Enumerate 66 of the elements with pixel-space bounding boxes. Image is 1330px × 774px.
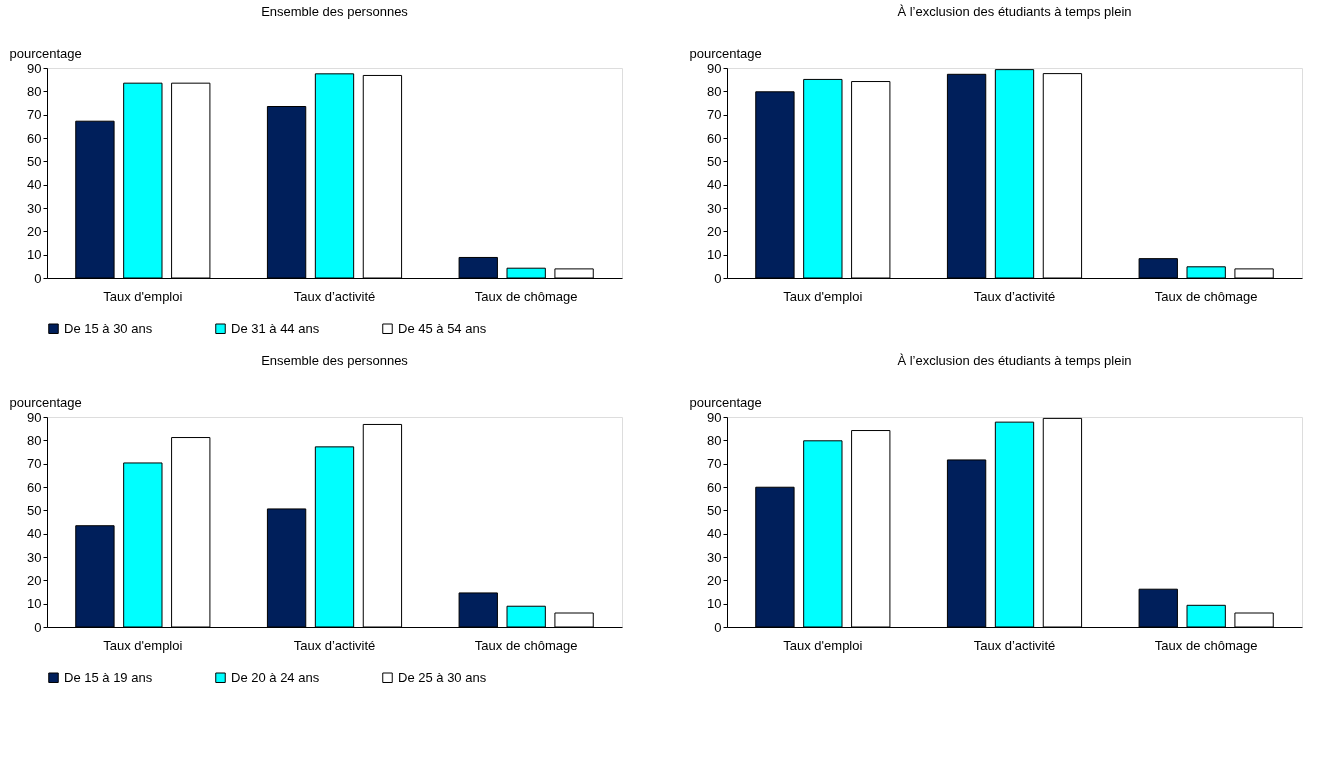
y-tick-label: 80 (707, 83, 722, 99)
y-tick-label: 0 (34, 270, 42, 286)
x-tick-label: Taux de chômage (474, 637, 578, 653)
y-tick-label: 90 (707, 60, 722, 76)
y-tick-label: 40 (707, 526, 722, 542)
x-tick-label: Taux d'emploi (103, 637, 183, 653)
x-tick-label: Taux d'emploi (783, 637, 863, 653)
y-tick-label: 10 (27, 247, 42, 263)
y-tick-label: 30 (27, 549, 42, 565)
y-tick-label: 0 (714, 270, 722, 286)
y-tick-label: 10 (707, 247, 722, 263)
y-tick-label: 0 (714, 619, 722, 635)
legend-label: De 45 à 54 ans (398, 320, 487, 336)
chart-title: À l’exclusion des étudiants à temps plein (897, 4, 1132, 19)
x-tick-label: Taux d'emploi (103, 288, 183, 304)
y-axis-title: pourcentage (689, 394, 762, 410)
x-tick-label: Taux d’activité (973, 637, 1056, 653)
y-tick-label: 70 (27, 456, 42, 472)
y-tick-label: 60 (707, 130, 722, 146)
y-tick-label: 40 (27, 177, 42, 193)
y-axis-title: pourcentage (689, 45, 762, 61)
chart-title: Ensemble des personnes (261, 353, 409, 368)
y-tick-label: 50 (27, 502, 42, 518)
x-tick-label: Taux d’activité (293, 637, 376, 653)
legend-label: De 31 à 44 ans (231, 320, 320, 336)
y-tick-label: 0 (34, 619, 42, 635)
y-axis-title: pourcentage (9, 45, 82, 61)
x-tick-label: Taux de chômage (1154, 288, 1258, 304)
legend-label: De 25 à 30 ans (398, 669, 487, 685)
y-tick-label: 20 (707, 572, 722, 588)
y-tick-label: 40 (707, 177, 722, 193)
legend-label: De 15 à 19 ans (64, 669, 153, 685)
y-tick-label: 70 (707, 456, 722, 472)
y-tick-label: 20 (27, 572, 42, 588)
y-tick-label: 90 (27, 60, 42, 76)
legend-label: De 20 à 24 ans (231, 669, 320, 685)
x-tick-label: Taux de chômage (474, 288, 578, 304)
y-tick-label: 30 (27, 200, 42, 216)
y-tick-label: 70 (27, 107, 42, 123)
y-tick-label: 50 (707, 153, 722, 169)
y-tick-label: 40 (27, 526, 42, 542)
y-tick-label: 50 (707, 502, 722, 518)
y-tick-label: 80 (707, 432, 722, 448)
y-tick-label: 30 (707, 549, 722, 565)
y-tick-label: 10 (27, 596, 42, 612)
x-tick-label: Taux d'emploi (783, 288, 863, 304)
y-tick-label: 60 (707, 479, 722, 495)
y-tick-label: 30 (707, 200, 722, 216)
y-tick-label: 60 (27, 130, 42, 146)
y-tick-label: 80 (27, 432, 42, 448)
y-tick-label: 60 (27, 479, 42, 495)
chart-title: Ensemble des personnes (261, 4, 409, 19)
y-tick-label: 20 (27, 223, 42, 239)
y-tick-label: 70 (707, 107, 722, 123)
y-tick-label: 10 (707, 596, 722, 612)
y-tick-label: 90 (27, 409, 42, 425)
chart-title: À l’exclusion des étudiants à temps plein (897, 353, 1132, 368)
y-axis-title: pourcentage (9, 394, 82, 410)
x-tick-label: Taux d’activité (973, 288, 1056, 304)
x-tick-label: Taux d’activité (293, 288, 376, 304)
y-tick-label: 80 (27, 83, 42, 99)
legend-label: De 15 à 30 ans (64, 320, 153, 336)
y-tick-label: 20 (707, 223, 722, 239)
y-tick-label: 50 (27, 153, 42, 169)
y-tick-label: 90 (707, 409, 722, 425)
x-tick-label: Taux de chômage (1154, 637, 1258, 653)
